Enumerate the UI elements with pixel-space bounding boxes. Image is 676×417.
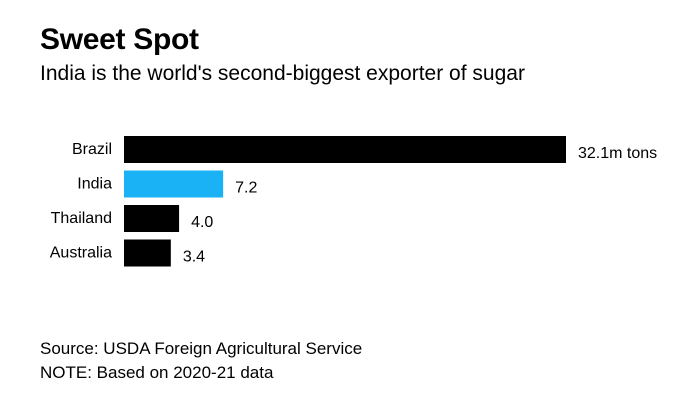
category-label-thailand: Thailand — [51, 210, 112, 227]
bar-india — [124, 170, 224, 198]
value-label-australia: 3.4 — [183, 249, 205, 266]
value-label-thailand: 4.0 — [191, 214, 213, 231]
bar-thailand — [124, 205, 180, 232]
source-note: Source: USDA Foreign Agricultural Servic… — [40, 339, 363, 358]
bar-brazil — [124, 136, 566, 163]
data-note: NOTE: Based on 2020-21 data — [40, 363, 274, 382]
category-label-australia: Australia — [50, 245, 112, 262]
chart-title: Sweet Spot — [40, 23, 199, 56]
category-label-brazil: Brazil — [72, 141, 112, 158]
chart-subtitle: India is the world's second-biggest expo… — [40, 62, 525, 85]
value-label-india: 7.2 — [235, 180, 257, 197]
value-label-brazil: 32.1m tons — [578, 145, 657, 162]
category-label-india: India — [77, 176, 112, 193]
bar-australia — [124, 239, 171, 267]
